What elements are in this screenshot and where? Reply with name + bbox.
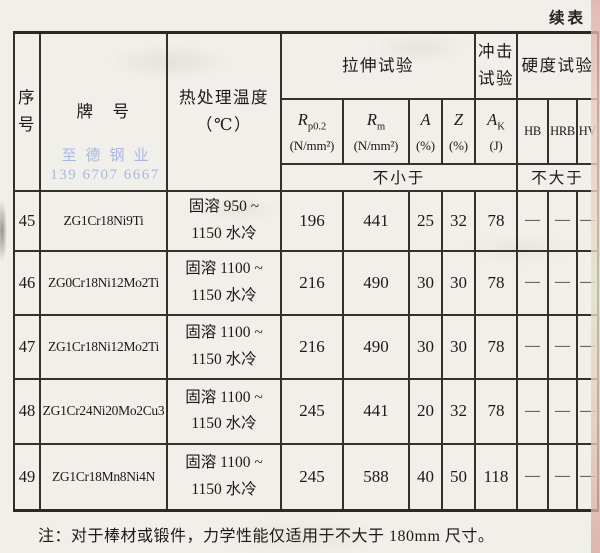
cell-rm: 588 [342,442,410,512]
cell-grade: ZG1Cr18Ni9Ti [39,189,168,252]
cell-hv: — [575,189,600,252]
cell-ak: 118 [474,442,518,512]
cell-rp02: 245 [280,442,344,512]
cell-grade: ZG1Cr18Ni12Mo2Ti [39,313,168,380]
col-header-grade: 牌 号 [39,31,168,192]
table-row: 45 ZG1Cr18Ni9Ti 固溶 950 ~ 1150 水冷 196 441… [13,189,600,252]
col-header-impact: 冲击 试验 [474,31,518,100]
cell-hb: — [516,377,549,445]
cell-hb: — [516,313,549,380]
footnote: 注：对于棒材或锻件，力学性能仅适用于不大于 180mm 尺寸。 [38,528,495,545]
cell-rp02: 216 [280,249,344,316]
limit-not-less-than: 不小于 [280,162,518,192]
cell-heat: 固溶 1100 ~ 1150 水冷 [166,442,282,512]
header-row-limits: 不小于 不大于 [14,162,600,192]
table-row: 49 ZG1Cr18Mn8Ni4N 固溶 1100 ~ 1150 水冷 245 … [13,442,600,512]
cell-hb: — [516,249,549,316]
cell-hv: — [575,377,600,445]
unit-rm: (N/mm²) [353,138,399,154]
cell-heat: 固溶 1100 ~ 1150 水冷 [166,377,282,445]
cell-hrb: — [547,249,578,316]
col-header-hrb: HRB [547,97,578,165]
cell-ak: 78 [474,249,518,316]
cell-hv: — [575,442,600,512]
header-row-groups: 序 号 牌 号 热处理温度 （℃） 拉伸试验 冲击 试验 硬度试验 [13,31,600,192]
symbol-rm: Rm [366,110,386,133]
col-header-heat: 热处理温度 （℃） [166,31,282,192]
limit-not-greater-than: 不大于 [515,162,600,192]
cell-rp02: 216 [280,313,344,380]
cell-serial: 49 [13,442,41,512]
cell-heat: 固溶 950 ~ 1150 水冷 [166,189,282,252]
cell-serial: 46 [13,249,41,316]
cell-grade: ZG1Cr18Mn8Ni4N [39,442,168,512]
scan-artifact [0,200,7,262]
cell-serial: 48 [13,377,41,445]
cell-hrb: — [547,313,578,380]
col-header-serial: 序 号 [13,31,41,192]
cell-z: 32 [441,189,476,252]
cell-rm: 441 [342,189,410,252]
table-row: 47 ZG1Cr18Ni12Mo2Ti 固溶 1100 ~ 1150 水冷 21… [13,313,600,380]
symbol-rp02: Rp0.2 [297,110,327,133]
col-header-ak: AK (J) [474,97,518,165]
col-header-rm: Rm (N/mm²) [342,97,410,165]
col-header-rp02: Rp0.2 (N/mm²) [280,97,344,165]
cell-hb: — [516,189,549,252]
col-header-hv: HV [575,97,600,165]
mechanical-properties-table: 序 号 牌 号 热处理温度 （℃） 拉伸试验 冲击 试验 硬度试验 Rp0.2 … [13,31,600,512]
cell-a: 20 [408,377,443,445]
cell-z: 50 [441,442,476,512]
symbol-z: Z [453,110,464,130]
cell-serial: 47 [13,313,41,380]
header-row-symbols: Rp0.2 (N/mm²) Rm (N/mm²) A (%) Z (%) AK … [14,97,600,165]
table-row: 46 ZG0Cr18Ni12Mo2Ti 固溶 1100 ~ 1150 水冷 21… [13,249,600,316]
cell-hrb: — [547,189,578,252]
cell-grade: ZG1Cr24Ni20Mo2Cu3 [39,377,168,445]
cell-serial: 45 [13,189,41,252]
cell-hv: — [575,249,600,316]
cell-rm: 441 [342,377,410,445]
col-header-hb: HB [516,97,549,165]
cell-ak: 78 [474,313,518,380]
col-header-reduction: Z (%) [441,97,476,165]
cell-hrb: — [547,377,578,445]
cell-z: 32 [441,377,476,445]
cell-a: 30 [408,249,443,316]
cell-hb: — [516,442,549,512]
unit-ak: (J) [489,138,503,154]
cell-ak: 78 [474,189,518,252]
cell-z: 30 [441,313,476,380]
col-header-hardness: 硬度试验 [515,31,600,100]
cell-z: 30 [441,249,476,316]
table-row: 48 ZG1Cr24Ni20Mo2Cu3 固溶 1100 ~ 1150 水冷 2… [13,377,600,445]
cell-a: 40 [408,442,443,512]
col-header-elongation: A (%) [408,97,443,165]
cell-a: 25 [408,189,443,252]
unit-a: (%) [416,138,435,154]
col-header-tensile: 拉伸试验 [280,31,476,100]
symbol-ak: AK [487,110,505,133]
cell-rm: 490 [342,249,410,316]
cell-heat: 固溶 1100 ~ 1150 水冷 [166,313,282,380]
cell-hv: — [575,313,600,380]
continued-table-label: 续表 [548,10,586,27]
cell-grade: ZG0Cr18Ni12Mo2Ti [39,249,168,316]
unit-rp02: (N/mm²) [289,138,335,154]
cell-rp02: 245 [280,377,344,445]
unit-z: (%) [449,138,468,154]
cell-a: 30 [408,313,443,380]
cell-ak: 78 [474,377,518,445]
cell-rm: 490 [342,313,410,380]
cell-hrb: — [547,442,578,512]
symbol-a: A [420,110,431,130]
cell-heat: 固溶 1100 ~ 1150 水冷 [166,249,282,316]
cell-rp02: 196 [280,189,344,252]
